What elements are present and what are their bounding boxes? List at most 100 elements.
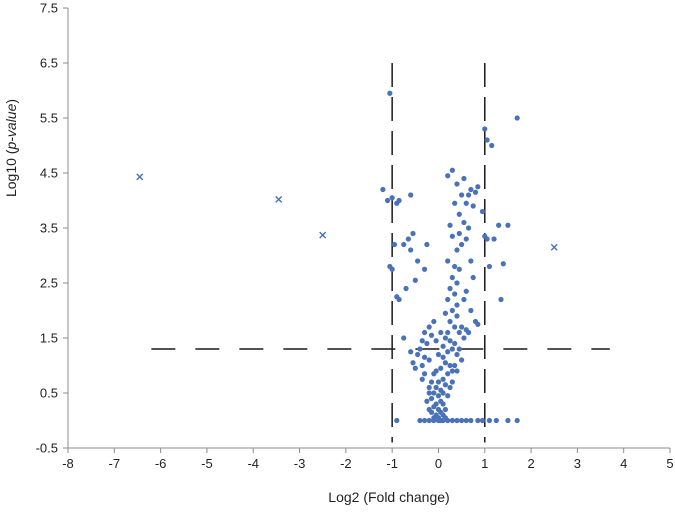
x-tick-label: -4	[247, 456, 259, 471]
scatter-point	[454, 313, 460, 319]
y-tick-label: 4.5	[40, 166, 58, 181]
scatter-point	[449, 307, 455, 314]
scatter-point	[452, 263, 458, 270]
scatter-point	[419, 376, 425, 382]
scatter-point	[447, 318, 453, 325]
x-tick-label: 1	[481, 456, 488, 471]
scatter-point	[424, 340, 430, 347]
scatter-point	[456, 211, 462, 217]
scatter-point	[449, 368, 455, 374]
scatter-point	[447, 384, 453, 391]
scatter-point	[489, 142, 495, 149]
scatter-point	[459, 192, 465, 198]
x-tick-label: 4	[620, 456, 627, 471]
scatter-point	[435, 393, 442, 399]
scatter-point	[421, 417, 428, 424]
scatter-point	[449, 346, 455, 352]
scatter-point	[440, 401, 446, 407]
scatter-point	[394, 200, 400, 206]
scatter-point	[470, 203, 476, 209]
scatter-point	[405, 236, 411, 242]
scatter-point	[417, 417, 423, 424]
scatter-point	[435, 351, 442, 358]
scatter-point	[442, 382, 449, 388]
scatter-point	[449, 233, 455, 239]
scatter-point	[459, 324, 465, 330]
scatter-point	[415, 258, 421, 264]
scatter-point	[419, 362, 425, 369]
scatter-point	[417, 346, 423, 352]
scatter-point	[454, 302, 460, 308]
scatter-point	[415, 351, 421, 358]
scatter-point	[424, 241, 430, 248]
scatter-point	[445, 329, 451, 336]
scatter-point	[505, 222, 511, 228]
y-axis-title: Log10 (p-value)	[3, 99, 19, 197]
scatter-point	[447, 362, 453, 369]
scatter-point	[447, 222, 453, 228]
data-points	[136, 90, 558, 424]
scatter-point	[461, 335, 467, 341]
scatter-point	[408, 192, 414, 198]
x-tick-label: -7	[109, 456, 121, 471]
scatter-point	[445, 371, 451, 377]
scatter-point	[493, 417, 499, 424]
scatter-point	[479, 417, 486, 424]
y-tick-label: 2.5	[40, 276, 58, 291]
scatter-point	[452, 340, 458, 347]
scatter-point	[463, 236, 469, 242]
scatter-point	[459, 357, 465, 363]
scatter-point	[484, 236, 490, 242]
scatter-point	[421, 371, 428, 377]
scatter-point	[447, 338, 453, 344]
scatter-point	[454, 417, 460, 424]
cross-point	[319, 231, 327, 239]
y-axis-title-prefix: Log10 (	[3, 149, 19, 197]
cross-point	[136, 173, 144, 181]
y-tick-label: -0.5	[36, 441, 58, 456]
scatter-point	[412, 277, 418, 283]
scatter-point	[456, 230, 462, 237]
cross-point	[275, 195, 283, 203]
scatter-point	[454, 368, 460, 374]
y-axis-title-italic: p-value	[3, 103, 19, 150]
scatter-point	[452, 362, 458, 369]
cross-point	[550, 243, 558, 251]
scatter-point	[410, 360, 416, 366]
y-tick-label: 5.5	[40, 111, 58, 126]
scatter-point	[500, 261, 506, 267]
scatter-point	[445, 258, 451, 264]
scatter-point	[463, 200, 469, 206]
scatter-point	[468, 307, 474, 314]
scatter-point	[384, 197, 391, 204]
scatter-point	[445, 417, 451, 424]
scatter-point	[468, 258, 474, 264]
scatter-point	[401, 335, 407, 341]
scatter-point	[389, 195, 395, 201]
x-tick-label: 3	[574, 456, 581, 471]
x-tick-label: -5	[201, 456, 213, 471]
scatter-point	[403, 285, 409, 292]
scatter-point	[445, 349, 451, 355]
scatter-point	[442, 335, 449, 341]
scatter-point	[472, 189, 479, 195]
scatter-point	[445, 296, 451, 303]
scatter-point	[412, 365, 418, 371]
scatter-point	[445, 393, 451, 399]
scatter-point	[463, 327, 469, 333]
scatter-point	[454, 351, 460, 358]
scatter-point	[461, 175, 467, 182]
scatter-point	[431, 404, 437, 410]
scatter-point	[433, 338, 439, 344]
scatter-point	[426, 384, 432, 391]
scatter-point	[394, 294, 400, 300]
scatter-point	[449, 167, 455, 173]
x-tick-label: -3	[294, 456, 306, 471]
scatter-point	[408, 247, 414, 253]
scatter-point	[424, 398, 430, 404]
scatter-point	[449, 379, 455, 385]
x-tick-label: 5	[666, 456, 673, 471]
scatter-point	[461, 296, 467, 303]
scatter-point	[514, 417, 520, 424]
